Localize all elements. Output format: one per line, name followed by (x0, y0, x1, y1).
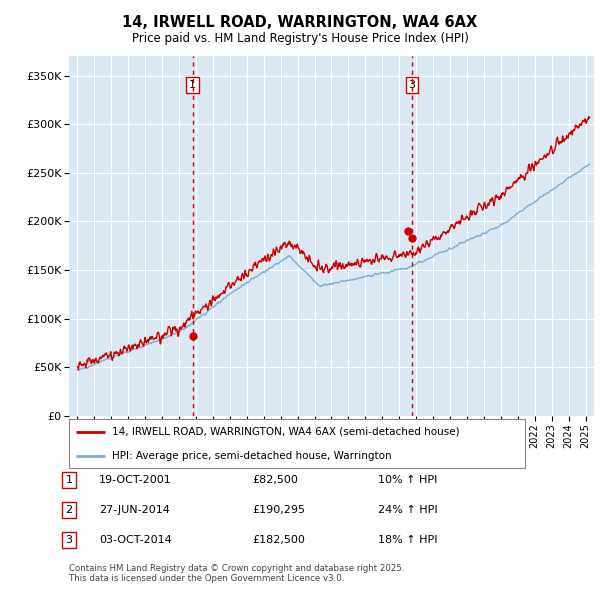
Text: 3: 3 (409, 80, 415, 90)
Text: 14, IRWELL ROAD, WARRINGTON, WA4 6AX (semi-detached house): 14, IRWELL ROAD, WARRINGTON, WA4 6AX (se… (112, 427, 460, 437)
Text: 27-JUN-2014: 27-JUN-2014 (99, 505, 170, 515)
Text: 1: 1 (189, 80, 196, 90)
Text: £82,500: £82,500 (252, 475, 298, 485)
Text: 2: 2 (65, 505, 73, 515)
Text: 24% ↑ HPI: 24% ↑ HPI (378, 505, 437, 515)
Text: 10% ↑ HPI: 10% ↑ HPI (378, 475, 437, 485)
Text: 3: 3 (65, 535, 73, 545)
Text: HPI: Average price, semi-detached house, Warrington: HPI: Average price, semi-detached house,… (112, 451, 392, 461)
Text: £190,295: £190,295 (252, 505, 305, 515)
Text: 18% ↑ HPI: 18% ↑ HPI (378, 535, 437, 545)
Text: 1: 1 (65, 475, 73, 485)
Text: Price paid vs. HM Land Registry's House Price Index (HPI): Price paid vs. HM Land Registry's House … (131, 32, 469, 45)
Text: Contains HM Land Registry data © Crown copyright and database right 2025.
This d: Contains HM Land Registry data © Crown c… (69, 563, 404, 583)
Text: £182,500: £182,500 (252, 535, 305, 545)
Text: 19-OCT-2001: 19-OCT-2001 (99, 475, 172, 485)
Text: 14, IRWELL ROAD, WARRINGTON, WA4 6AX: 14, IRWELL ROAD, WARRINGTON, WA4 6AX (122, 15, 478, 30)
Text: 03-OCT-2014: 03-OCT-2014 (99, 535, 172, 545)
